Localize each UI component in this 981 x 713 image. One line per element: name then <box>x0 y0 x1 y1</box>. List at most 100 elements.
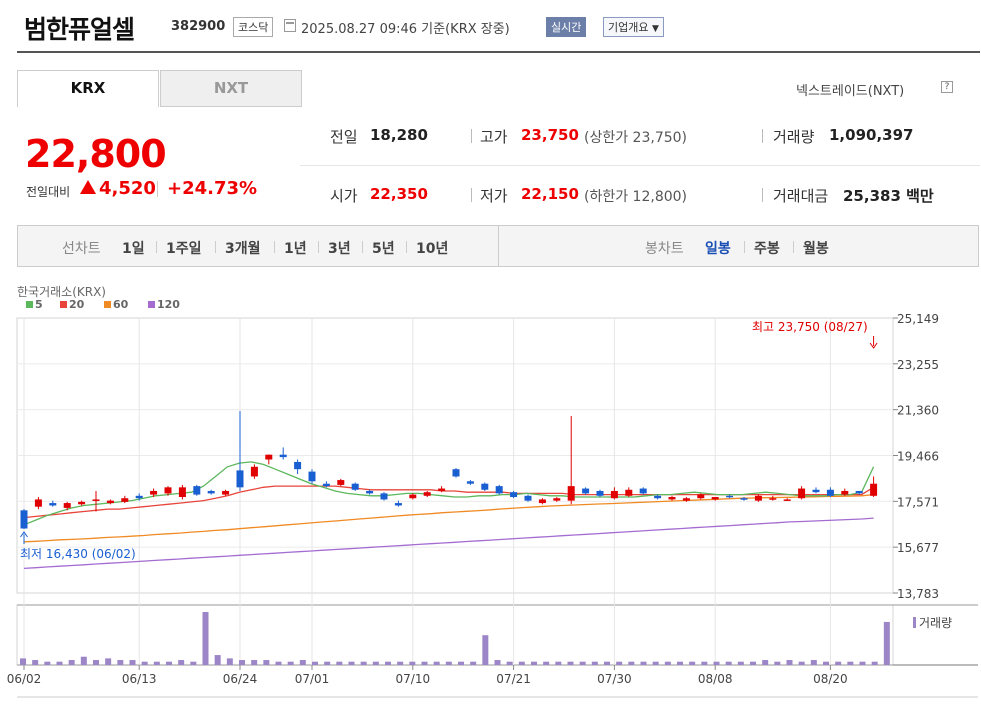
tab-krx[interactable]: KRX <box>17 70 159 107</box>
volume-bar <box>336 661 343 665</box>
period-1d[interactable]: 1일 <box>122 241 145 257</box>
toolbar-separator <box>744 241 745 253</box>
volume-bar <box>226 658 233 665</box>
volume-bar <box>531 661 537 665</box>
calendar-icon <box>284 19 296 32</box>
chevron-down-icon: ▼ <box>651 24 659 34</box>
candle-body <box>63 503 71 508</box>
legend-ma20-swatch <box>60 301 67 308</box>
change-label: 전일대비 <box>26 185 71 199</box>
volume-bar <box>847 661 854 665</box>
volume-bar <box>567 661 574 665</box>
toolbar-separator <box>793 241 794 253</box>
stock-name: 범한퓨얼셀 <box>24 15 135 44</box>
realtime-button[interactable]: 실시간 <box>546 17 587 37</box>
trade-amount-number: 25,383 <box>843 187 901 205</box>
period-1w[interactable]: 1주일 <box>166 241 202 257</box>
tab-nxt[interactable]: NXT <box>160 70 302 107</box>
low-annotation: 최저 16,430 (06/02) <box>20 547 136 561</box>
up-arrow-icon <box>80 180 96 194</box>
company-overview-label: 기업개요 <box>608 21 649 34</box>
stats-divider <box>762 129 763 143</box>
volume-bar <box>360 661 367 665</box>
volume-bar <box>713 661 720 665</box>
candle-body <box>812 489 820 493</box>
candle-body <box>783 499 791 501</box>
x-tick-label: 08/08 <box>698 672 733 686</box>
volume-bar <box>202 612 209 665</box>
period-5y[interactable]: 5년 <box>372 241 395 257</box>
candle-body <box>625 489 633 496</box>
volume-bar <box>166 661 172 665</box>
candle-monthly[interactable]: 월봉 <box>803 241 829 257</box>
volume-bar <box>433 661 440 665</box>
volume-bar <box>20 658 26 665</box>
volume-bar <box>506 661 513 665</box>
volume-bar <box>543 661 550 665</box>
company-overview-dropdown[interactable]: 기업개요 ▼ <box>603 17 664 37</box>
stats-divider <box>471 129 472 143</box>
toolbar-separator <box>362 241 363 253</box>
period-1y[interactable]: 1년 <box>284 241 307 257</box>
volume-bar <box>299 660 306 665</box>
candle-body <box>193 486 201 495</box>
volume-bar <box>287 661 294 665</box>
period-3y[interactable]: 3년 <box>328 241 351 257</box>
line-chart-label: 선차트 <box>62 241 101 257</box>
y-tick-label: 21,360 <box>897 404 939 418</box>
trade-amount-label: 거래대금 <box>773 187 829 205</box>
candle-body <box>236 470 244 488</box>
volume-bar <box>579 661 586 665</box>
volume-bar <box>652 661 659 665</box>
candle-body <box>510 492 518 498</box>
volume-bar <box>835 661 842 665</box>
stats-divider <box>762 188 763 202</box>
low-label: 저가 <box>480 187 508 205</box>
volume-bar <box>56 661 63 665</box>
candle-body <box>567 486 575 501</box>
volume-frame <box>16 604 894 666</box>
help-icon[interactable]: ? <box>941 81 953 93</box>
candle-body <box>34 499 42 507</box>
x-tick-label: 07/21 <box>496 672 531 686</box>
candle-body <box>78 501 86 505</box>
candle-body <box>668 497 676 500</box>
candle-body <box>726 495 734 498</box>
ma60-line <box>23 493 874 543</box>
volume-bar <box>518 661 525 665</box>
current-price: 22,800 <box>25 132 167 176</box>
volume-bar <box>251 660 258 665</box>
volume-bar <box>397 661 404 665</box>
volume-bar <box>421 661 428 665</box>
candle-body <box>322 483 330 487</box>
candle-body <box>423 492 431 496</box>
y-tick-label: 15,677 <box>897 541 939 555</box>
candle-body <box>164 487 172 494</box>
candle-body <box>178 487 186 498</box>
y-tick-label: 19,466 <box>897 450 939 464</box>
volume-label: 거래량 <box>773 128 815 146</box>
candle-weekly[interactable]: 주봉 <box>754 241 780 257</box>
candle-body <box>711 497 719 500</box>
candle-body <box>250 466 258 477</box>
candle-body <box>409 494 417 499</box>
legend-ma5: 5 <box>35 298 43 311</box>
timestamp: 2025.08.27 09:46 기준(KRX 장중) <box>301 18 510 37</box>
prev-close-label: 전일 <box>330 128 358 146</box>
period-3m[interactable]: 3개월 <box>225 241 261 257</box>
y-tick-label: 17,571 <box>897 495 939 509</box>
open-value: 22,350 <box>370 185 428 203</box>
candle-body <box>308 471 316 482</box>
volume-bar <box>604 661 610 665</box>
low-value: 22,150 <box>521 185 579 203</box>
volume-bar <box>616 661 623 665</box>
x-tick-label: 06/02 <box>7 672 42 686</box>
legend-ma60: 60 <box>113 298 129 311</box>
candle-daily[interactable]: 일봉 <box>705 241 731 257</box>
volume-bar <box>555 661 562 665</box>
nextrade-link[interactable]: 넥스트레이드(NXT) <box>796 84 905 99</box>
volume-bar <box>129 660 136 665</box>
high-value: 23,750 <box>521 126 579 144</box>
period-10y[interactable]: 10년 <box>416 241 449 257</box>
legend-ma5-swatch <box>26 301 33 308</box>
